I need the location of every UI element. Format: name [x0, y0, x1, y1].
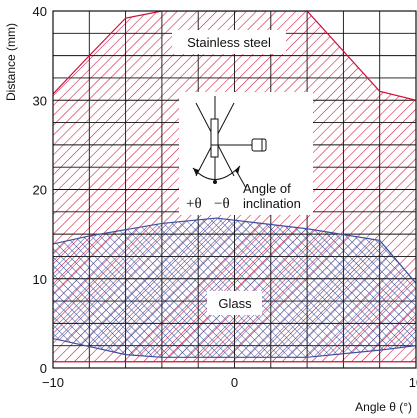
glass-label: Glass: [207, 291, 262, 315]
stainless-steel-label: Stainless steel: [172, 30, 286, 54]
x-tick-label: 0: [231, 375, 238, 390]
glass-text: Glass: [218, 296, 252, 311]
y-tick-label: 20: [33, 183, 47, 198]
stainless-steel-text: Stainless steel: [187, 35, 271, 50]
inclination-line2: inclination: [243, 196, 301, 211]
series-lower-boundary: [53, 337, 416, 358]
series-upper-boundary: [53, 11, 416, 101]
minus-theta-label: −θ: [214, 196, 230, 212]
y-tick-label: 0: [40, 361, 47, 376]
x-tick-label: 10: [409, 375, 417, 390]
y-tick-label: 30: [33, 93, 47, 108]
inclination-diagram-icon: [192, 96, 267, 189]
plot-frame: [52, 10, 417, 369]
y-axis-title: Distance (mm): [4, 23, 18, 101]
inclination-line1: Angle of: [243, 181, 291, 196]
y-tick-label: 10: [33, 272, 47, 287]
x-tick-label: −10: [42, 375, 64, 390]
x-axis-title: Angle θ (°): [355, 400, 412, 414]
plus-theta-label: +θ: [186, 196, 202, 212]
inclination-inset: +θ −θ Angle of inclination: [179, 92, 313, 215]
series-upper-boundary: [53, 217, 416, 284]
y-tick-label: 40: [33, 4, 47, 19]
